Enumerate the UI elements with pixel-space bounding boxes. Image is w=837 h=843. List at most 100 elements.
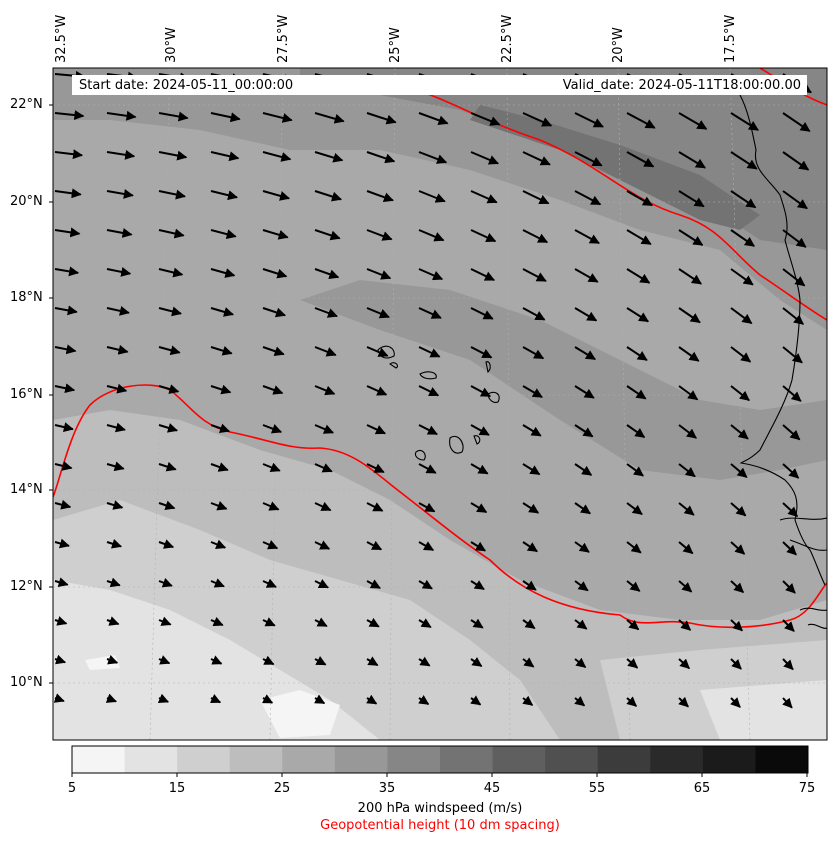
cape-verde-coast [779, 517, 827, 629]
wind-arrow [106, 461, 125, 472]
wind-arrow [158, 306, 182, 317]
wind-arrow [106, 344, 129, 355]
wind-arrow [158, 111, 189, 122]
wind-arrow [522, 695, 534, 706]
wind-arrow [366, 656, 379, 667]
island-coastline [473, 435, 481, 445]
wind-arrow [54, 344, 77, 355]
wind-arrow [53, 693, 65, 703]
wind-arrow [626, 619, 640, 631]
wind-arrow [262, 578, 277, 588]
wind-arrow [470, 112, 501, 126]
wind-arrow [626, 463, 644, 477]
wind-arrow [782, 619, 795, 632]
wind-arrow [418, 579, 433, 590]
wind-arrow [626, 580, 641, 592]
lon-label: 27.5°W [276, 14, 291, 63]
wind-arrow [158, 461, 177, 472]
wind-arrow [262, 501, 280, 511]
wind-arrow [314, 463, 333, 473]
lat-label: 10°N [10, 675, 43, 690]
wind-arrow [782, 697, 793, 709]
lon-label: 17.5°W [723, 14, 738, 63]
wind-arrow [106, 188, 134, 199]
wind-arrow [106, 383, 128, 394]
wind-arrow [54, 188, 82, 199]
wind-arrow [54, 654, 67, 665]
wind-arrow [574, 580, 589, 592]
wind-arrow [678, 502, 695, 516]
wind-arrow [574, 229, 600, 245]
wind-arrow [678, 658, 690, 670]
wind-arrow [106, 228, 133, 238]
wind-arrow [418, 151, 448, 164]
wind-arrow [54, 461, 73, 471]
island-coastline [419, 371, 437, 380]
colorbar-tick-label: 65 [693, 781, 711, 796]
wind-arrow [106, 422, 126, 433]
wind-arrow [626, 424, 646, 439]
colorbar-cell [597, 746, 651, 773]
wind-arrow [626, 151, 655, 168]
wind-arrow [366, 112, 397, 125]
wind-arrow [418, 307, 442, 319]
wind-arrow [522, 151, 551, 166]
wind-arrow [418, 268, 444, 281]
wind-arrow [626, 268, 651, 284]
wind-arrow [678, 190, 705, 208]
wind-arrow [470, 307, 494, 320]
wind-arrow [54, 149, 84, 160]
wind-arrow [106, 267, 132, 277]
wind-arrow [678, 424, 697, 439]
wind-arrow [730, 580, 745, 594]
wind-arrow [626, 307, 650, 323]
wind-arrow [262, 694, 274, 704]
wind-arrow [522, 657, 535, 668]
colorbar-cell [282, 746, 336, 773]
wind-arrow [730, 268, 754, 286]
wind-arrow [522, 385, 543, 398]
windspeed-field [53, 68, 827, 740]
africa-coastline [739, 94, 826, 586]
wind-arrow [366, 268, 392, 280]
wind-arrow [522, 307, 546, 321]
wind-arrow [470, 618, 484, 629]
colorbar-cell [72, 746, 126, 773]
wind-arrow [782, 580, 796, 594]
wind-arrow [418, 502, 436, 513]
wind-arrow [158, 655, 171, 665]
colorbar-tick-label: 15 [168, 781, 186, 796]
lon-label: 32.5°W [54, 14, 69, 63]
wind-arrow [574, 424, 594, 438]
wind-arrow [522, 346, 545, 360]
wind-arrow [782, 268, 806, 287]
wind-arrow [54, 110, 85, 121]
wind-arrow [782, 658, 794, 671]
wind-arrow [314, 229, 341, 241]
lon-label: 25°W [388, 27, 403, 63]
wind-arrow [730, 619, 743, 632]
wind-arrow [54, 422, 74, 432]
wind-arrow [106, 654, 119, 665]
coastline [377, 94, 827, 629]
colorbar-cell [755, 746, 809, 773]
wind-arrow [54, 383, 76, 394]
wind-arrow [574, 696, 586, 707]
wind-arrow [626, 502, 643, 516]
wind-arrow [730, 424, 749, 440]
colorbar [72, 746, 809, 773]
wind-arrow [678, 385, 699, 401]
colorbar-tick-label: 55 [588, 781, 606, 796]
colorbar-cell [440, 746, 494, 773]
wind-arrow [314, 190, 342, 202]
wind-arrow [730, 658, 742, 670]
wind-arrow [158, 616, 172, 626]
wind-arrow [678, 268, 703, 285]
wind-arrow [106, 577, 121, 588]
wind-arrow [522, 112, 553, 127]
wind-arrow [366, 540, 383, 551]
wind-arrow [626, 385, 647, 400]
colorbar-tick-marks [71, 773, 808, 777]
island-coastline [414, 449, 426, 461]
wind-arrow [782, 346, 803, 364]
